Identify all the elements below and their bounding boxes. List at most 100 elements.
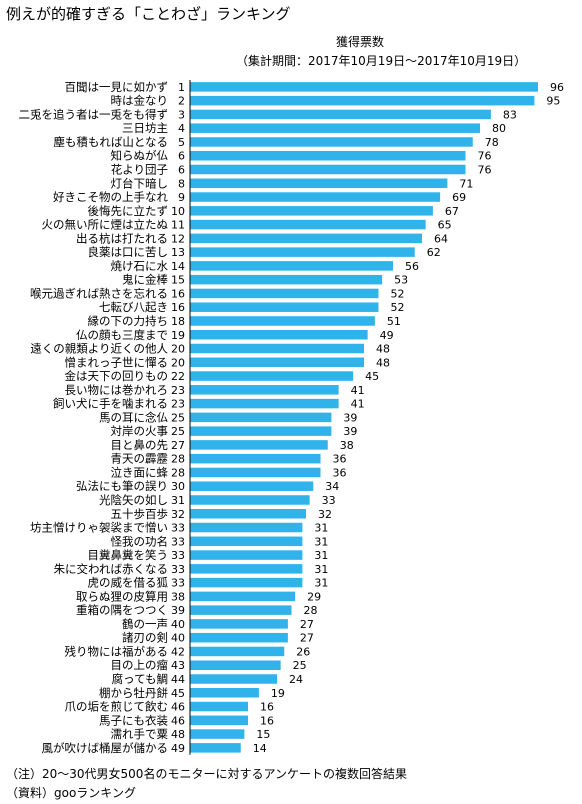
bar	[190, 137, 473, 147]
rank-label: 45	[171, 687, 185, 700]
category-label: 腐っても鯛	[112, 672, 168, 686]
rank-label: 11	[171, 219, 185, 232]
rank-label: 12	[171, 232, 185, 245]
rank-label: 6	[178, 150, 185, 163]
value-label: 31	[314, 577, 328, 590]
bar	[190, 95, 535, 106]
value-label: 76	[478, 164, 492, 177]
category-label: 塵も積もれば山となる	[53, 135, 168, 149]
rank-label: 38	[171, 590, 185, 603]
value-label: 62	[427, 246, 441, 259]
category-label: 知らぬが仏	[111, 149, 169, 163]
value-label: 80	[492, 122, 506, 135]
category-label: 後悔先に立たず	[88, 204, 169, 218]
value-label: 95	[546, 95, 560, 108]
category-label: 仏の顔も三度まで	[76, 328, 168, 342]
category-label: 長い物には巻かれろ	[65, 383, 169, 397]
rank-label: 16	[171, 287, 185, 300]
bar	[190, 674, 277, 684]
value-label: 29	[307, 590, 321, 603]
category-label: 諸刃の剣	[122, 631, 168, 645]
value-label: 48	[376, 356, 390, 369]
category-label: 濡れ手で粟	[111, 727, 169, 741]
bar	[190, 467, 321, 478]
bar	[190, 123, 480, 133]
value-label: 67	[445, 205, 459, 218]
bar	[190, 715, 248, 726]
value-label: 31	[314, 549, 328, 562]
footnote: （注）20～30代男女500名のモニターに対するアンケートの複数回答結果	[6, 767, 407, 781]
value-label: 39	[343, 425, 357, 438]
value-label: 34	[325, 480, 339, 493]
value-label: 32	[318, 508, 332, 521]
value-label: 26	[296, 645, 310, 658]
bar	[190, 398, 339, 409]
rank-label: 3	[178, 108, 185, 121]
category-label: 二兎を追う者は一兎をも得ず	[19, 107, 169, 121]
rank-label: 32	[171, 508, 185, 521]
category-label: 七転び八起き	[99, 300, 168, 314]
bar	[190, 274, 383, 285]
value-label: 27	[300, 632, 314, 645]
bar	[190, 605, 292, 615]
value-label: 39	[343, 411, 357, 424]
category-label: 飼い犬に手を噛まれる	[53, 397, 168, 411]
bar	[190, 288, 379, 299]
value-label: 25	[293, 659, 307, 672]
legend-label: 獲得票数	[336, 35, 385, 49]
rank-label: 33	[171, 522, 185, 535]
rank-label: 48	[171, 728, 185, 741]
value-label: 65	[438, 219, 452, 232]
category-label: 目の上の瘤	[111, 658, 169, 672]
rank-label: 25	[171, 411, 185, 424]
value-label: 45	[365, 370, 379, 383]
category-label: 怪我の功名	[111, 534, 169, 548]
rank-label: 28	[171, 453, 185, 466]
chart-title: 例えが的確すぎる「ことわざ」ランキング	[6, 5, 291, 23]
category-label: 三日坊主	[122, 121, 168, 135]
category-label: 灯台下暗し	[111, 176, 169, 190]
category-label: 泣き面に蜂	[111, 465, 169, 479]
bar	[190, 619, 288, 629]
rank-label: 13	[171, 246, 185, 259]
bar	[190, 316, 375, 326]
category-label: 光陰矢の如し	[99, 493, 168, 507]
category-label: 火の無い所に煙は立たぬ	[42, 218, 169, 232]
bar	[190, 192, 441, 202]
category-label: 鶴の一声	[122, 617, 168, 631]
value-label: 14	[253, 742, 267, 755]
value-label: 51	[387, 315, 401, 328]
bar	[190, 550, 303, 560]
value-label: 56	[405, 260, 419, 273]
rank-label: 14	[171, 260, 185, 273]
value-label: 27	[300, 618, 314, 631]
category-label: 爪の垢を煎じて飲む	[65, 700, 169, 714]
rank-label: 19	[171, 329, 185, 342]
rank-label: 10	[171, 205, 185, 218]
rank-label: 5	[178, 136, 185, 149]
category-label: 五十歩百歩	[111, 507, 169, 521]
category-label: 百聞は一見に如かず	[65, 80, 169, 94]
category-label: 対岸の火事	[111, 424, 169, 438]
bar	[190, 385, 339, 395]
bar	[190, 412, 332, 423]
bar	[190, 646, 285, 657]
category-label: 馬の耳に念仏	[99, 410, 168, 424]
category-label: 鬼に金棒	[122, 273, 168, 287]
value-label: 31	[314, 522, 328, 535]
bar	[190, 577, 303, 588]
value-label: 36	[333, 453, 347, 466]
category-label: 重箱の隅をつつく	[76, 603, 168, 617]
value-label: 41	[351, 384, 365, 397]
bar	[190, 247, 415, 257]
value-label: 64	[434, 232, 448, 245]
rank-label: 25	[171, 425, 185, 438]
bar	[190, 743, 241, 753]
category-label: 花より団子	[111, 163, 168, 177]
rank-label: 1	[178, 81, 185, 94]
rank-label: 46	[171, 714, 185, 727]
bar	[190, 150, 466, 161]
category-label: 坊主憎けりゃ袈裟まで憎い	[30, 521, 168, 535]
bar	[190, 302, 379, 312]
